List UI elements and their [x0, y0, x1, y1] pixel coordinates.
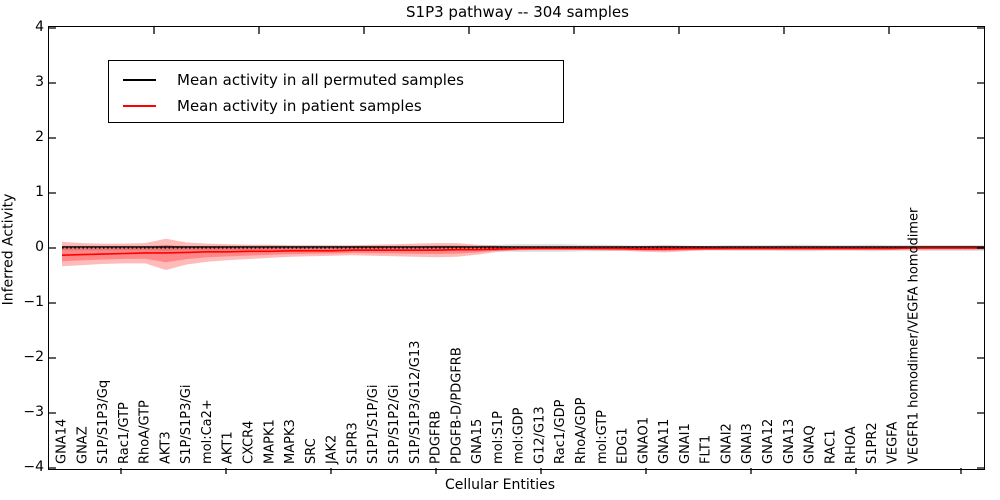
patient-samples-spread-band-inner — [62, 245, 984, 263]
x-tick-label: GNA14 — [55, 419, 70, 464]
chart-title: S1P3 pathway -- 304 samples — [406, 3, 629, 21]
x-tick-label: AKT1 — [221, 431, 236, 464]
x-tick-label: RhoA/GTP — [138, 400, 153, 464]
x-tick-label: GNA13 — [782, 419, 797, 464]
patient-mean-line — [61, 247, 984, 256]
y-tick-label: −1 — [23, 294, 44, 310]
x-tick-label: GNAI2 — [720, 423, 735, 464]
legend-label: Mean activity in patient samples — [177, 97, 422, 115]
x-axis-title: Cellular Entities — [444, 477, 556, 493]
x-tick-label: AKT3 — [158, 431, 173, 464]
x-tick-label: S1P1/S1P/Gi — [366, 385, 381, 464]
chart-canvas: GNA14 GNAZ S1P/S1P3/Gq Rac1/GTP RhoA/GTP AKT3… — [49, 27, 984, 474]
x-tick-label: GNAO1 — [636, 417, 651, 464]
y-tick-label: −4 — [23, 459, 44, 475]
patient-line-swatch — [123, 105, 156, 107]
x-tick-label: GNA12 — [761, 419, 776, 464]
x-tick-label: S1PR3 — [345, 422, 360, 464]
x-tick-label: mol:Ca2+ — [200, 399, 215, 464]
x-tick-label: S1PR2 — [865, 422, 880, 464]
x-tick-label: PDGFB-D/PDGFRB — [449, 347, 464, 464]
x-tick-label: RAC1 — [823, 429, 838, 464]
x-tick-label: GNAZ — [75, 426, 90, 464]
x-tick-label: Rac1/GTP — [117, 402, 132, 464]
x-tick-label: PDGFRB — [429, 411, 444, 464]
y-tick-label: 0 — [35, 239, 44, 255]
x-tick-label: MAPK1 — [262, 419, 277, 464]
x-tick-label: VEGFA — [886, 422, 901, 464]
y-tick-label: 4 — [35, 19, 44, 35]
x-tick-label: GNA11 — [657, 419, 672, 464]
x-tick-label: GNA15 — [470, 419, 485, 464]
y-tick-label: −2 — [23, 349, 44, 365]
x-tick-label: RHOA — [844, 426, 859, 464]
x-tick-label: SRC — [304, 438, 319, 464]
x-tick-label: Rac1/GDP — [553, 399, 568, 464]
x-tick-label: MAPK3 — [283, 419, 298, 464]
x-tick-label: RhoA/GDP — [574, 397, 589, 464]
permuted-line-swatch — [123, 79, 156, 81]
x-tick-label: JAK2 — [325, 435, 340, 465]
plot-area: GNA14 GNAZ S1P/S1P3/Gq Rac1/GTP RhoA/GTP AKT3… — [48, 26, 985, 474]
y-tick-label: 3 — [35, 74, 44, 90]
x-tick-label: S1P/S1P3/Gi — [179, 385, 194, 464]
x-tick-label: S1P/S1P3/G12/G13 — [408, 341, 423, 464]
x-tick-label: EDG1 — [616, 427, 631, 464]
x-tick-label: mol:GDP — [512, 407, 527, 464]
x-tick-label: S1P/S1P2/Gi — [387, 385, 402, 464]
y-tick-label: −3 — [23, 404, 44, 420]
axis-tick-marks — [49, 27, 984, 474]
x-tick-label: VEGFR1 homodimer/VEGFA homodimer — [907, 207, 922, 464]
legend-entry-permuted: Mean activity in all permuted samples — [123, 67, 563, 93]
x-tick-label: mol:GTP — [595, 410, 610, 464]
y-tick-label: 1 — [35, 184, 44, 200]
x-tick-label: mol:S1P — [491, 411, 506, 464]
x-tick-label: G12/G13 — [532, 406, 547, 464]
legend-label: Mean activity in all permuted samples — [177, 71, 464, 89]
x-tick-label: GNAI3 — [740, 423, 755, 464]
legend: Mean activity in all permuted samples Me… — [108, 60, 564, 123]
legend-entry-patient: Mean activity in patient samples — [123, 93, 563, 119]
x-tick-label: S1P/S1P3/Gq — [96, 380, 111, 464]
x-tick-label: GNAQ — [803, 425, 818, 464]
x-tick-label: CXCR4 — [242, 421, 257, 464]
x-tick-label: GNAI1 — [678, 423, 693, 464]
y-tick-label: 2 — [35, 129, 44, 145]
x-tick-label: FLT1 — [699, 435, 714, 464]
